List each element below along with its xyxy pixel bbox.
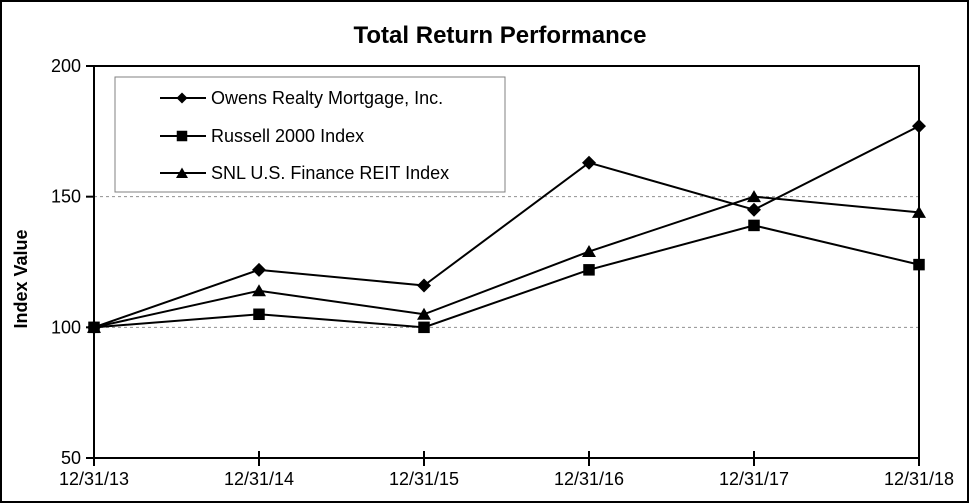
x-tick-label-0: 12/31/13: [59, 469, 129, 489]
legend-label-owens: Owens Realty Mortgage, Inc.: [211, 88, 443, 108]
triangle-marker-icon: [252, 284, 266, 297]
series-line-2: [93, 195, 920, 329]
x-tick-label-2: 12/31/15: [389, 469, 459, 489]
series-line-0: [93, 125, 920, 329]
y-tick-label-150: 150: [51, 187, 81, 207]
triangle-marker-icon: [912, 205, 926, 218]
square-marker-icon: [748, 219, 760, 232]
diamond-marker-icon: [417, 278, 431, 293]
legend: Owens Realty Mortgage, Inc. Russell 2000…: [114, 76, 506, 193]
y-axis-label: Index Value: [11, 229, 31, 328]
x-tick-label-1: 12/31/14: [224, 469, 294, 489]
square-marker-icon: [913, 258, 925, 271]
diamond-marker-icon: [252, 262, 266, 277]
triangle-marker-icon: [417, 307, 431, 320]
square-marker-icon: [418, 321, 430, 334]
legend-label-snl: SNL U.S. Finance REIT Index: [211, 163, 449, 183]
triangle-marker-icon: [176, 167, 188, 178]
square-marker-icon: [176, 130, 188, 142]
triangle-marker-icon: [87, 320, 101, 333]
legend-label-russell: Russell 2000 Index: [211, 126, 364, 146]
triangle-marker-icon: [582, 245, 596, 258]
x-tick-label-4: 12/31/17: [719, 469, 789, 489]
data-series-layer: [87, 119, 926, 335]
y-tick-label-50: 50: [61, 448, 81, 468]
legend-item-owens-realty-mortgage: Owens Realty Mortgage, Inc.: [160, 88, 443, 108]
legend-item-snl-finance-reit: SNL U.S. Finance REIT Index: [160, 163, 449, 183]
series-triangle: [87, 190, 926, 333]
chart-title: Total Return Performance: [354, 22, 647, 49]
diamond-marker-icon: [176, 92, 188, 104]
x-tick-label-5: 12/31/18: [884, 469, 954, 489]
legend-item-russell-2000: Russell 2000 Index: [160, 126, 364, 146]
square-marker-icon: [583, 264, 595, 276]
triangle-marker-icon: [747, 190, 761, 203]
diamond-marker-icon: [912, 119, 926, 134]
x-tick-label-3: 12/31/16: [554, 469, 624, 489]
y-tick-label-100: 100: [51, 317, 81, 337]
y-tick-label-200: 200: [51, 56, 81, 76]
series-line-1: [93, 224, 920, 329]
diamond-marker-icon: [582, 155, 596, 170]
diamond-marker-icon: [747, 202, 761, 217]
square-marker-icon: [253, 308, 265, 321]
